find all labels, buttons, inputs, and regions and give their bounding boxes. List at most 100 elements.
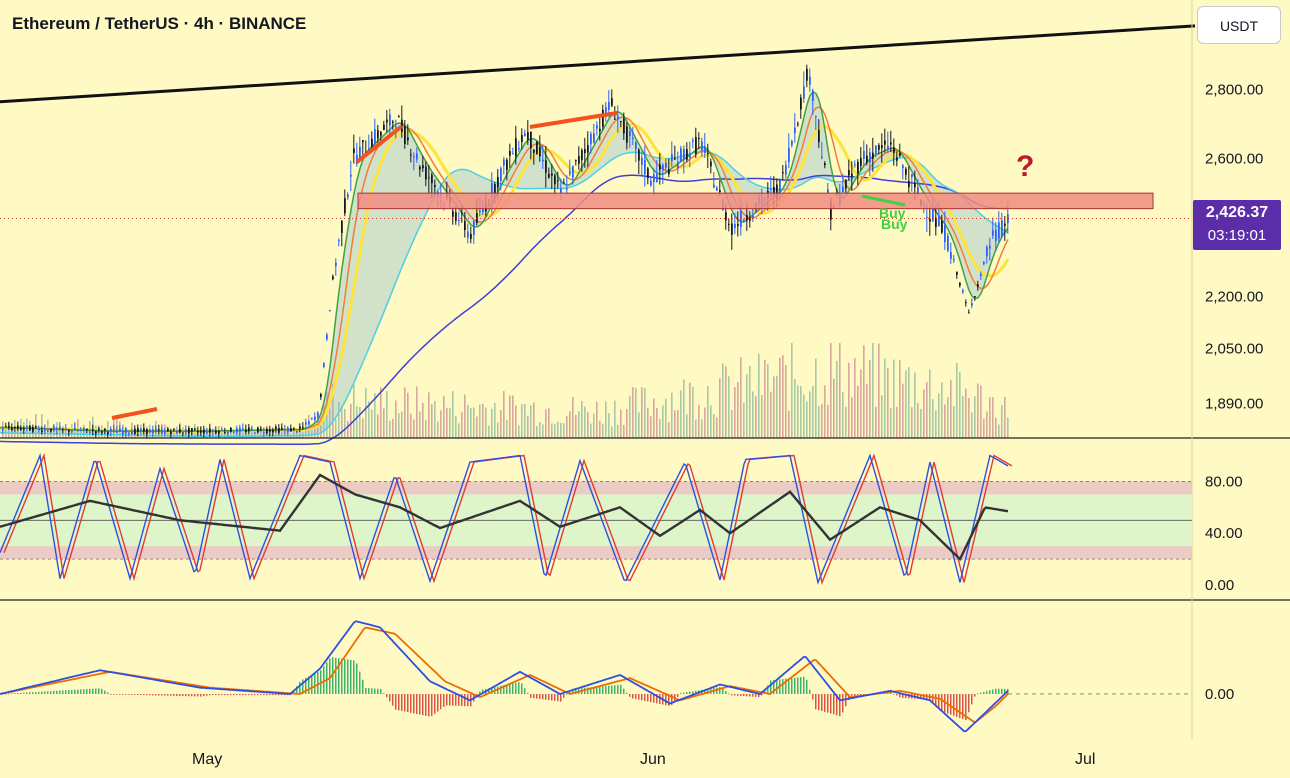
candle-body xyxy=(353,148,355,154)
candle-body xyxy=(929,218,931,222)
volume-bar xyxy=(560,422,562,438)
macd-histogram-bar xyxy=(185,694,187,697)
candle-body xyxy=(314,416,316,420)
candle-body xyxy=(737,223,739,226)
candle-body xyxy=(77,430,79,432)
candle-body xyxy=(227,431,229,434)
volume-bar xyxy=(464,394,466,438)
macd-histogram-bar xyxy=(479,691,481,694)
candle-body xyxy=(821,156,823,158)
macd-histogram-bar xyxy=(593,686,595,694)
candle-body xyxy=(782,172,784,174)
macd-histogram-bar xyxy=(251,694,253,696)
volume-bar xyxy=(494,403,496,438)
macd-histogram-bar xyxy=(539,694,541,699)
volume-bar xyxy=(758,353,760,438)
volume-bar xyxy=(857,385,859,438)
candle-body xyxy=(212,430,214,432)
volume-bar xyxy=(854,357,856,438)
candle-body xyxy=(209,428,211,433)
candle-body xyxy=(74,427,76,431)
candle-body xyxy=(539,147,541,157)
volume-bar xyxy=(998,424,1000,438)
candle-body xyxy=(281,427,283,430)
volume-bar xyxy=(713,414,715,438)
macd-histogram-bar xyxy=(608,685,610,694)
currency-selector-button[interactable]: USDT xyxy=(1197,6,1281,44)
macd-histogram-bar xyxy=(602,686,604,694)
candle-body xyxy=(86,428,88,430)
candle-body xyxy=(278,427,280,433)
macd-histogram-bar xyxy=(827,694,829,713)
volume-bar xyxy=(281,428,283,438)
volume-bar xyxy=(629,395,631,438)
volume-bar xyxy=(869,359,871,438)
volume-bar xyxy=(737,381,739,438)
macd-histogram-bar xyxy=(644,694,646,701)
macd-histogram-bar xyxy=(104,690,106,694)
volume-bar xyxy=(653,398,655,438)
volume-bar xyxy=(521,404,523,438)
macd-histogram-bar xyxy=(77,689,79,694)
volume-bar xyxy=(554,423,556,438)
volume-bar xyxy=(863,345,865,438)
macd-histogram-bar xyxy=(923,694,925,700)
volume-bar xyxy=(530,405,532,438)
macd-histogram-bar xyxy=(812,694,814,700)
candle-body xyxy=(167,428,169,432)
candle-body xyxy=(194,428,196,430)
macd-histogram-bar xyxy=(596,686,598,694)
volume-bar xyxy=(587,411,589,438)
volume-bar xyxy=(872,343,874,438)
macd-histogram-bar xyxy=(518,682,520,694)
macd-histogram-bar xyxy=(806,679,808,694)
volume-bar xyxy=(851,397,853,438)
candle-body xyxy=(197,431,199,433)
candle-body xyxy=(65,428,67,430)
candle-body xyxy=(386,119,388,123)
candle-body xyxy=(881,145,883,149)
candle-body xyxy=(992,230,994,236)
volume-bar xyxy=(995,417,997,438)
candle-body xyxy=(500,168,502,181)
macd-histogram-bar xyxy=(20,692,22,694)
candle-body xyxy=(542,159,544,162)
candle-body xyxy=(230,427,232,432)
volume-bar xyxy=(578,411,580,438)
volume-bar xyxy=(905,370,907,438)
candle-body xyxy=(809,76,811,85)
volume-bar xyxy=(458,423,460,438)
macd-histogram-bar xyxy=(89,688,91,694)
volume-bar xyxy=(641,387,643,438)
volume-bar xyxy=(461,412,463,438)
macd-histogram-bar xyxy=(74,689,76,694)
volume-bar xyxy=(707,386,709,438)
volume-bar xyxy=(467,404,469,438)
macd-histogram-bar xyxy=(188,694,190,697)
volume-bar xyxy=(422,402,424,438)
volume-bar xyxy=(314,425,316,438)
candle-body xyxy=(842,186,844,192)
macd-histogram-bar xyxy=(38,691,40,694)
volume-bar xyxy=(401,411,403,438)
macd-histogram-bar xyxy=(743,694,745,697)
candle-body xyxy=(20,427,22,430)
candle-body xyxy=(68,429,70,432)
candle-body xyxy=(332,276,334,280)
candle-body xyxy=(335,262,337,267)
candle-body xyxy=(947,235,949,251)
macd-histogram-bar xyxy=(269,694,271,696)
macd-histogram-bar xyxy=(755,694,757,697)
candle-body xyxy=(791,141,793,146)
candle-body xyxy=(554,175,556,185)
resistance-trendline xyxy=(0,24,1196,104)
candle-body xyxy=(359,146,361,160)
candle-body xyxy=(563,182,565,184)
candle-body xyxy=(11,427,13,430)
macd-histogram-bar xyxy=(380,688,382,694)
candle-body xyxy=(968,312,970,314)
candle-body xyxy=(533,149,535,153)
candle-body xyxy=(911,174,913,178)
moving-average-line xyxy=(0,106,1009,432)
candle-body xyxy=(665,162,667,168)
